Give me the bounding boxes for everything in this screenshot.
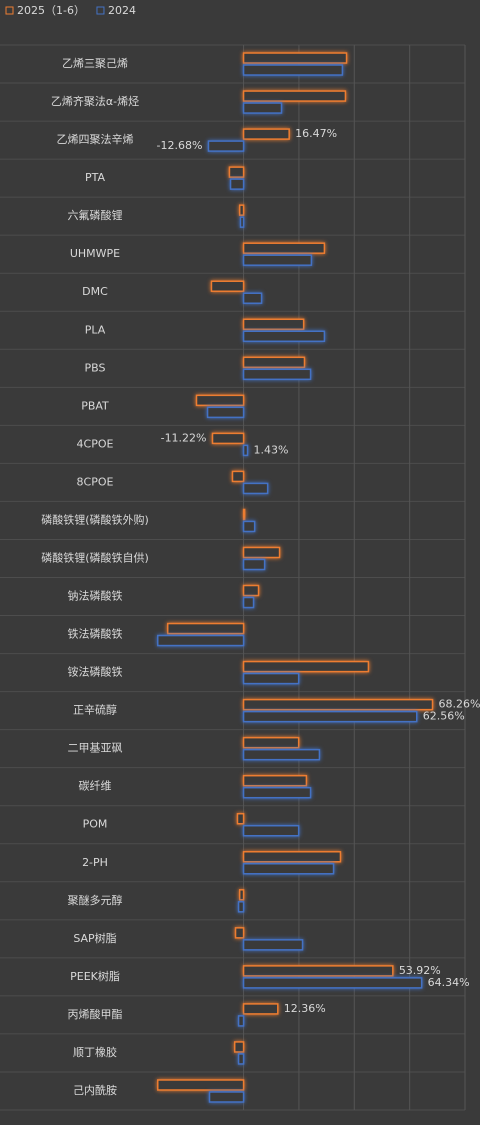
value-label: 16.47% bbox=[295, 127, 337, 140]
category-label: 聚醚多元醇 bbox=[68, 893, 123, 907]
bar bbox=[236, 812, 245, 825]
bar bbox=[242, 596, 255, 609]
category-label: PEEK树脂 bbox=[70, 969, 120, 983]
bar bbox=[195, 394, 245, 407]
category-label: 铁法磷酸铁 bbox=[68, 627, 123, 641]
bar bbox=[208, 1091, 245, 1103]
bar bbox=[157, 1079, 245, 1091]
bar bbox=[242, 558, 266, 571]
bar bbox=[242, 786, 312, 799]
category-label: 乙烯三聚己烯 bbox=[62, 57, 128, 70]
bar bbox=[242, 356, 306, 369]
legend-label: 2025（1-6） bbox=[17, 4, 85, 17]
bar bbox=[242, 774, 308, 787]
bar bbox=[242, 965, 394, 977]
bar bbox=[242, 444, 249, 457]
bar bbox=[237, 901, 245, 913]
value-label: 62.56% bbox=[423, 710, 465, 723]
value-label: 12.36% bbox=[284, 1002, 326, 1015]
bar bbox=[242, 546, 281, 559]
category-label: 铵法磷酸铁 bbox=[68, 665, 123, 679]
bar bbox=[237, 1053, 245, 1065]
category-label: 二甲基亚砜 bbox=[68, 742, 123, 755]
bar bbox=[231, 470, 245, 483]
category-label: 磷酸铁锂(磷酸铁外购) bbox=[41, 512, 149, 526]
value-label: 64.34% bbox=[428, 976, 470, 989]
category-label: 乙烯四聚法辛烯 bbox=[57, 132, 134, 146]
bar bbox=[238, 204, 245, 216]
category-label: UHMWPE bbox=[70, 247, 120, 260]
bar bbox=[239, 216, 245, 228]
category-label: 六氟磷酸锂 bbox=[68, 208, 123, 222]
bar bbox=[242, 584, 260, 597]
bar bbox=[242, 128, 290, 140]
bar bbox=[242, 1003, 279, 1015]
bar bbox=[242, 977, 423, 989]
category-label: PLA bbox=[85, 323, 106, 336]
bar bbox=[242, 939, 304, 951]
category-label: DMC bbox=[82, 285, 108, 298]
bar bbox=[242, 102, 283, 114]
value-label: -11.22% bbox=[161, 431, 207, 444]
bar bbox=[242, 660, 370, 673]
bar bbox=[242, 330, 326, 343]
bar bbox=[166, 622, 245, 635]
category-label: POM bbox=[83, 818, 108, 831]
bar bbox=[242, 824, 300, 837]
bar bbox=[242, 368, 312, 381]
legend-label: 2024 bbox=[108, 4, 136, 17]
category-label: 钠法磷酸铁 bbox=[68, 589, 123, 603]
value-label: 53.92% bbox=[399, 964, 441, 977]
bar bbox=[242, 508, 246, 521]
bar bbox=[242, 254, 313, 266]
bar bbox=[229, 178, 245, 190]
bar bbox=[233, 1041, 245, 1053]
category-label: SAP树脂 bbox=[73, 931, 116, 945]
bar bbox=[228, 166, 245, 178]
category-label: 正辛硫醇 bbox=[73, 703, 117, 717]
bar bbox=[242, 520, 256, 533]
category-label: 碳纤维 bbox=[79, 779, 112, 793]
bar bbox=[237, 1015, 245, 1027]
bar bbox=[210, 280, 245, 292]
value-label: -12.68% bbox=[157, 139, 203, 152]
category-label: 顺丁橡胶 bbox=[73, 1045, 117, 1059]
bar bbox=[242, 736, 300, 749]
category-label: 丙烯酸甲酯 bbox=[68, 1007, 123, 1021]
bar bbox=[242, 851, 342, 863]
bar bbox=[242, 710, 418, 723]
bar bbox=[234, 927, 245, 939]
bar bbox=[207, 140, 245, 152]
bar bbox=[242, 672, 300, 685]
category-label: 乙烯齐聚法α-烯烃 bbox=[51, 94, 139, 108]
category-label: 己内酰胺 bbox=[73, 1083, 117, 1097]
bar bbox=[238, 889, 245, 901]
category-label: 4CPOE bbox=[77, 437, 114, 450]
bar bbox=[242, 318, 305, 331]
bar bbox=[242, 698, 434, 711]
bar bbox=[242, 90, 347, 102]
bar bbox=[242, 863, 335, 875]
legend-swatch bbox=[96, 6, 105, 15]
bar bbox=[157, 634, 245, 647]
category-label: 2-PH bbox=[82, 856, 108, 869]
bar bbox=[242, 64, 344, 76]
category-label: PTA bbox=[85, 171, 105, 184]
category-label: PBAT bbox=[81, 399, 109, 412]
bar bbox=[242, 52, 348, 64]
value-label: 1.43% bbox=[254, 443, 289, 456]
category-label: 磷酸铁锂(磷酸铁自供) bbox=[41, 550, 149, 564]
bar bbox=[242, 482, 269, 495]
category-label: PBS bbox=[85, 361, 106, 374]
value-label: 68.26% bbox=[439, 698, 480, 711]
bar bbox=[242, 242, 326, 254]
bar bbox=[242, 748, 321, 761]
bar bbox=[206, 406, 245, 419]
category-label: 8CPOE bbox=[77, 475, 114, 488]
bar bbox=[211, 432, 245, 445]
bar bbox=[242, 292, 263, 304]
legend-swatch bbox=[5, 6, 14, 15]
